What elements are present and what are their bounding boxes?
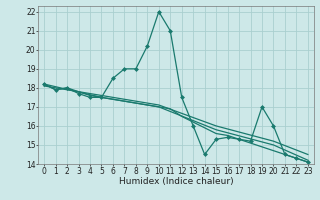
X-axis label: Humidex (Indice chaleur): Humidex (Indice chaleur) bbox=[119, 177, 233, 186]
